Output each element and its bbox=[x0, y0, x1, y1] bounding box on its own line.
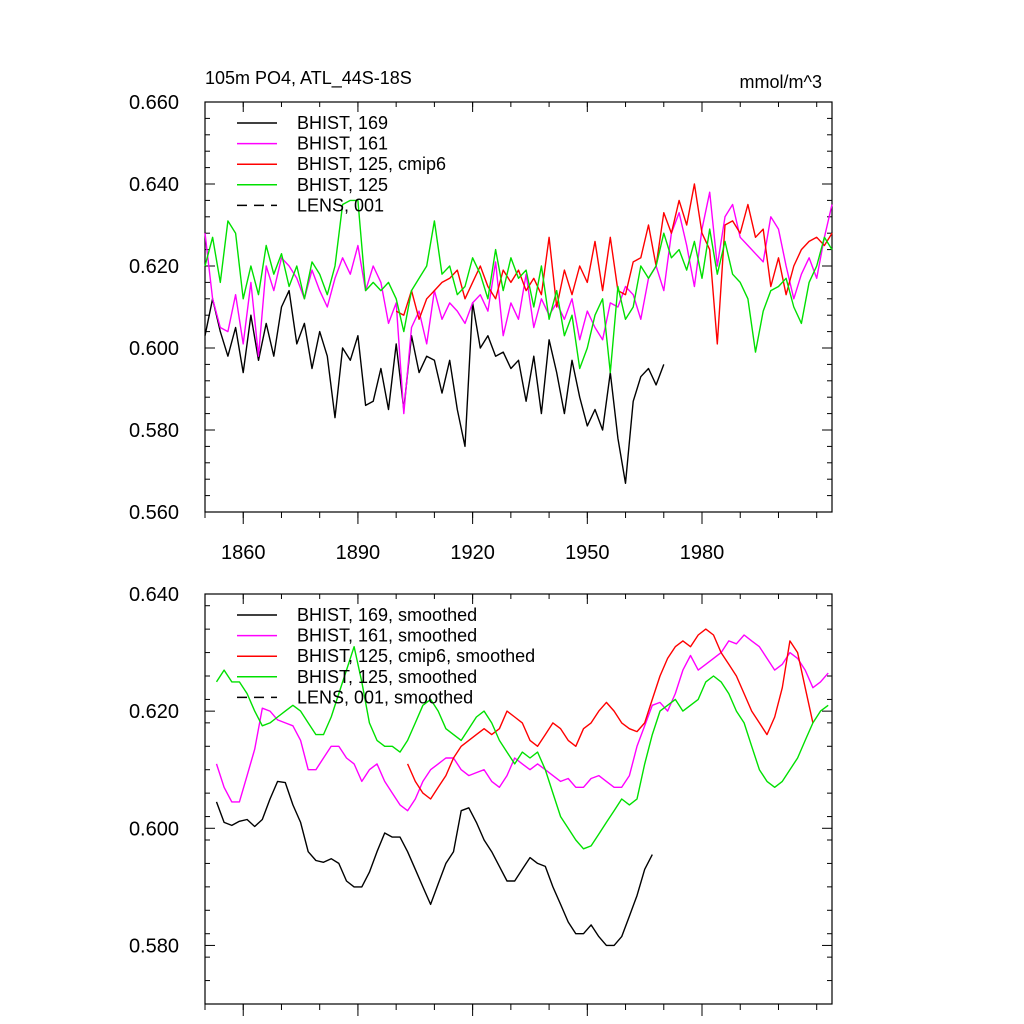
top-panel-y-tick-labels: 0.560 0.580 0.600 0.620 0.640 0.660 bbox=[129, 92, 179, 524]
bottom-panel-y-tick-labels: 0.580 0.600 0.620 0.640 bbox=[129, 584, 179, 957]
y-tick-label: 0.580 bbox=[129, 935, 179, 957]
x-tick-label: 1890 bbox=[336, 542, 381, 564]
bottom-series-line-2 bbox=[406, 628, 814, 800]
y-tick-label: 0.620 bbox=[129, 256, 179, 278]
y-tick-label: 0.620 bbox=[129, 701, 179, 723]
top-panel-x-tick-labels: 1860 1890 1920 1950 1980 bbox=[221, 542, 724, 564]
bottom-panel: 0.580 0.600 0.620 0.640 BHIST, 169, smoothe… bbox=[129, 584, 833, 1016]
x-tick-label: 1950 bbox=[565, 542, 610, 564]
y-tick-label: 0.660 bbox=[129, 92, 179, 114]
legend-entry-label: BHIST, 125 bbox=[297, 175, 388, 195]
y-tick-label: 0.640 bbox=[129, 584, 179, 606]
legend-entry-label: BHIST, 125, cmip6, smoothed bbox=[297, 646, 535, 666]
y-tick-label: 0.580 bbox=[129, 420, 179, 442]
top-panel-title: 105m PO4, ATL_44S-18S bbox=[205, 68, 412, 89]
bottom-panel-series bbox=[215, 628, 829, 947]
bottom-panel-ticks bbox=[204, 593, 832, 1016]
legend-entry-label: LENS, 001 bbox=[297, 195, 384, 215]
y-tick-label: 0.600 bbox=[129, 818, 179, 840]
top-series-line-3 bbox=[204, 199, 833, 374]
top-panel-ticks bbox=[204, 101, 832, 524]
top-series-line-1 bbox=[204, 191, 833, 415]
x-tick-label: 1980 bbox=[680, 542, 725, 564]
top-panel-units: mmol/m^3 bbox=[740, 72, 822, 92]
x-tick-label: 1920 bbox=[450, 542, 495, 564]
legend-entry-label: BHIST, 125, cmip6 bbox=[297, 154, 446, 174]
top-series-line-0 bbox=[204, 289, 665, 484]
top-panel: 105m PO4, ATL_44S-18S mmol/m^3 0.560 0.58… bbox=[129, 68, 833, 564]
bottom-series-line-3 bbox=[215, 646, 829, 850]
bottom-panel-plot-frame bbox=[204, 593, 833, 1005]
legend-entry-label: LENS, 001, smoothed bbox=[297, 687, 473, 707]
y-tick-label: 0.640 bbox=[129, 174, 179, 196]
bottom-series-line-1 bbox=[215, 634, 829, 812]
legend-entry-label: BHIST, 125, smoothed bbox=[297, 667, 477, 687]
top-panel-plot-frame bbox=[204, 101, 833, 513]
y-tick-label: 0.600 bbox=[129, 338, 179, 360]
x-tick-label: 1860 bbox=[221, 542, 266, 564]
legend-entry-label: BHIST, 169 bbox=[297, 113, 388, 133]
top-series-line-2 bbox=[395, 183, 833, 345]
bottom-series-line-0 bbox=[215, 780, 653, 947]
y-tick-label: 0.560 bbox=[129, 502, 179, 524]
legend-entry-label: BHIST, 161, smoothed bbox=[297, 626, 477, 646]
legend-entry-label: BHIST, 169, smoothed bbox=[297, 605, 477, 625]
top-panel-series bbox=[204, 183, 833, 484]
legend-entry-label: BHIST, 161 bbox=[297, 134, 388, 154]
